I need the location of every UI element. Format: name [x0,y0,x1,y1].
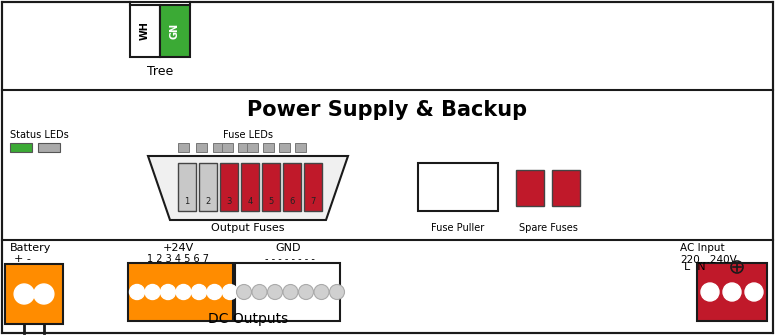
Bar [220,163,238,211]
Bar [235,263,340,321]
Circle shape [191,284,206,299]
Bar [178,143,189,152]
Bar [283,163,301,211]
Text: GN: GN [170,23,180,39]
Circle shape [701,283,719,301]
Circle shape [329,284,345,299]
Text: 2: 2 [205,197,211,206]
Text: Status LEDs: Status LEDs [10,130,69,140]
Bar [279,143,290,152]
Bar [178,163,196,211]
Bar [238,143,249,152]
Text: 5: 5 [268,197,274,206]
Circle shape [145,284,160,299]
Bar [304,163,322,211]
Text: Output Fuses: Output Fuses [212,223,284,233]
Circle shape [745,283,763,301]
Bar [213,143,224,152]
Text: - - - - - - - -: - - - - - - - - [265,254,315,264]
Bar [38,143,60,152]
Polygon shape [148,156,348,220]
Circle shape [236,284,252,299]
Text: 3: 3 [226,197,232,206]
Circle shape [267,284,283,299]
Bar [263,143,274,152]
Text: Power Supply & Backup: Power Supply & Backup [247,100,527,120]
Text: +24V: +24V [163,243,194,253]
Bar [241,163,259,211]
Bar [697,263,767,321]
Bar [418,163,498,211]
Bar [10,143,32,152]
Bar [295,143,306,152]
Text: Fuse LEDs: Fuse LEDs [223,130,273,140]
Bar [196,143,207,152]
Circle shape [207,284,222,299]
Text: DC Outputs: DC Outputs [208,312,288,326]
Circle shape [298,284,314,299]
Bar [199,163,217,211]
Circle shape [222,284,237,299]
Bar [222,143,233,152]
Bar [262,163,280,211]
Circle shape [252,284,267,299]
Text: Battery: Battery [10,243,51,253]
Circle shape [160,284,175,299]
Text: 4: 4 [247,197,253,206]
Circle shape [129,284,144,299]
Bar [552,170,580,206]
Bar [130,5,160,57]
Circle shape [176,284,191,299]
Bar [247,143,258,152]
Circle shape [283,284,298,299]
Circle shape [14,284,34,304]
Text: Fuse Puller: Fuse Puller [432,223,484,233]
Text: 1: 1 [184,197,190,206]
Text: 1 2 3 4 5 6 7: 1 2 3 4 5 6 7 [147,254,209,264]
Bar [5,264,63,324]
Text: WH: WH [140,21,150,41]
Text: 6: 6 [289,197,294,206]
Text: + -: + - [14,254,31,264]
Bar [128,263,233,321]
Text: AC Input
220...240V: AC Input 220...240V [680,243,737,265]
Bar [160,5,190,57]
Bar [516,170,544,206]
Text: Spare Fuses: Spare Fuses [518,223,577,233]
Text: L  N: L N [684,262,713,272]
Circle shape [723,283,741,301]
Circle shape [314,284,329,299]
Text: GND: GND [275,243,301,253]
Text: 7: 7 [310,197,315,206]
Text: Tree: Tree [147,65,173,78]
Circle shape [34,284,53,304]
